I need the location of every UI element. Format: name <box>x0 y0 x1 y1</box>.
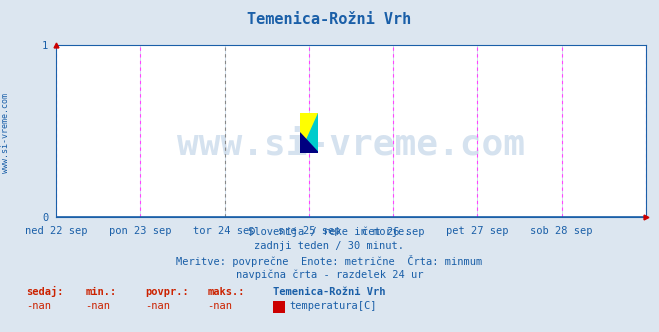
Text: Temenica-Rožni Vrh: Temenica-Rožni Vrh <box>247 12 412 27</box>
Text: -nan: -nan <box>145 301 170 311</box>
Polygon shape <box>300 113 318 153</box>
Text: -nan: -nan <box>208 301 233 311</box>
Polygon shape <box>300 113 318 153</box>
Text: www.si-vreme.com: www.si-vreme.com <box>177 128 525 162</box>
Polygon shape <box>300 133 318 153</box>
Text: Slovenija / reke in morje.: Slovenija / reke in morje. <box>248 227 411 237</box>
Text: min.:: min.: <box>86 287 117 297</box>
Text: sedaj:: sedaj: <box>26 286 64 297</box>
Text: -nan: -nan <box>86 301 111 311</box>
Text: zadnji teden / 30 minut.: zadnji teden / 30 minut. <box>254 241 405 251</box>
Text: Temenica-Rožni Vrh: Temenica-Rožni Vrh <box>273 287 386 297</box>
Text: Meritve: povprečne  Enote: metrične  Črta: minmum: Meritve: povprečne Enote: metrične Črta:… <box>177 255 482 267</box>
Text: maks.:: maks.: <box>208 287 245 297</box>
Text: www.si-vreme.com: www.si-vreme.com <box>1 93 10 173</box>
Text: povpr.:: povpr.: <box>145 287 188 297</box>
Text: temperatura[C]: temperatura[C] <box>289 301 377 311</box>
Text: navpična črta - razdelek 24 ur: navpična črta - razdelek 24 ur <box>236 269 423 280</box>
Text: -nan: -nan <box>26 301 51 311</box>
